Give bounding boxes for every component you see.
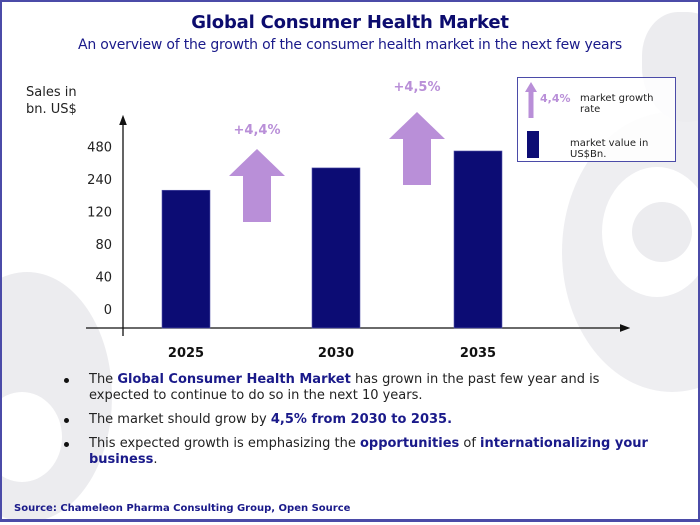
y-axis-label-line1: Sales in	[26, 85, 77, 100]
bullet-list: The Global Consumer Health Market has gr…	[60, 372, 660, 476]
y-tick-label: 40	[95, 271, 112, 286]
legend-growth-sample: 4,4%	[540, 92, 571, 105]
bullet-text: .	[153, 452, 158, 467]
bullet-dot-icon	[64, 378, 69, 383]
bullet-text: has grown in the past few year and is ex…	[89, 372, 600, 403]
bar-2025	[161, 189, 211, 329]
bullet-text: This expected growth is emphasizing the	[89, 436, 360, 451]
watermark-swirl-core	[632, 202, 692, 262]
bullet-item: This expected growth is emphasizing the …	[60, 436, 660, 468]
bullet-text: of	[459, 436, 481, 451]
bullet-text: The	[89, 372, 118, 387]
legend-growth-label: market growth rate	[580, 93, 654, 115]
bullet-highlight: opportunities	[359, 436, 460, 451]
x-tick-label: 2030	[318, 346, 354, 361]
page-title: Global Consumer Health Market	[191, 12, 509, 33]
growth-arrow-icon	[389, 112, 445, 185]
legend-bar-label: market value in US$Bn.	[570, 138, 649, 160]
bullet-highlight: 4,5% from 2030 to 2035.	[270, 412, 453, 427]
growth-arrow-icon	[229, 149, 285, 222]
bar-2035	[453, 150, 503, 329]
y-tick-label: 80	[95, 238, 112, 253]
x-tick-label: 2035	[460, 346, 496, 361]
page-subtitle: An overview of the growth of the consume…	[77, 37, 623, 53]
y-tick-label: 240	[87, 173, 112, 188]
bullet-item: The market should grow by 4,5% from 2030…	[60, 412, 660, 428]
y-tick-label: 480	[87, 141, 112, 156]
y-tick-label: 0	[104, 303, 112, 318]
bar-chart: Sales in bn. US$ 0 40 80 120 240 480 +4,4% +4,…	[26, 80, 631, 361]
bullet-highlight: Global Consumer Health Market	[117, 372, 351, 387]
legend-arrow-icon	[525, 82, 537, 118]
bar-2030	[311, 167, 361, 329]
y-axis-label-line2: bn. US$	[26, 102, 77, 117]
source-footnote: Source: Chameleon Pharma Consulting Grou…	[14, 503, 351, 514]
bullet-dot-icon	[64, 442, 69, 447]
growth-label: +4,5%	[394, 80, 441, 95]
x-tick-label: 2025	[168, 346, 204, 361]
bullet-text: The market should grow by	[89, 412, 271, 427]
growth-label: +4,4%	[234, 123, 281, 138]
y-tick-label: 120	[87, 206, 112, 221]
bullet-highlight: internationalizing your business	[89, 436, 648, 467]
bullet-dot-icon	[64, 418, 69, 423]
legend-bar-swatch	[527, 131, 539, 158]
bullet-item: The Global Consumer Health Market has gr…	[60, 372, 660, 404]
chart-legend: 4,4% market growth rate market value in …	[517, 77, 676, 162]
